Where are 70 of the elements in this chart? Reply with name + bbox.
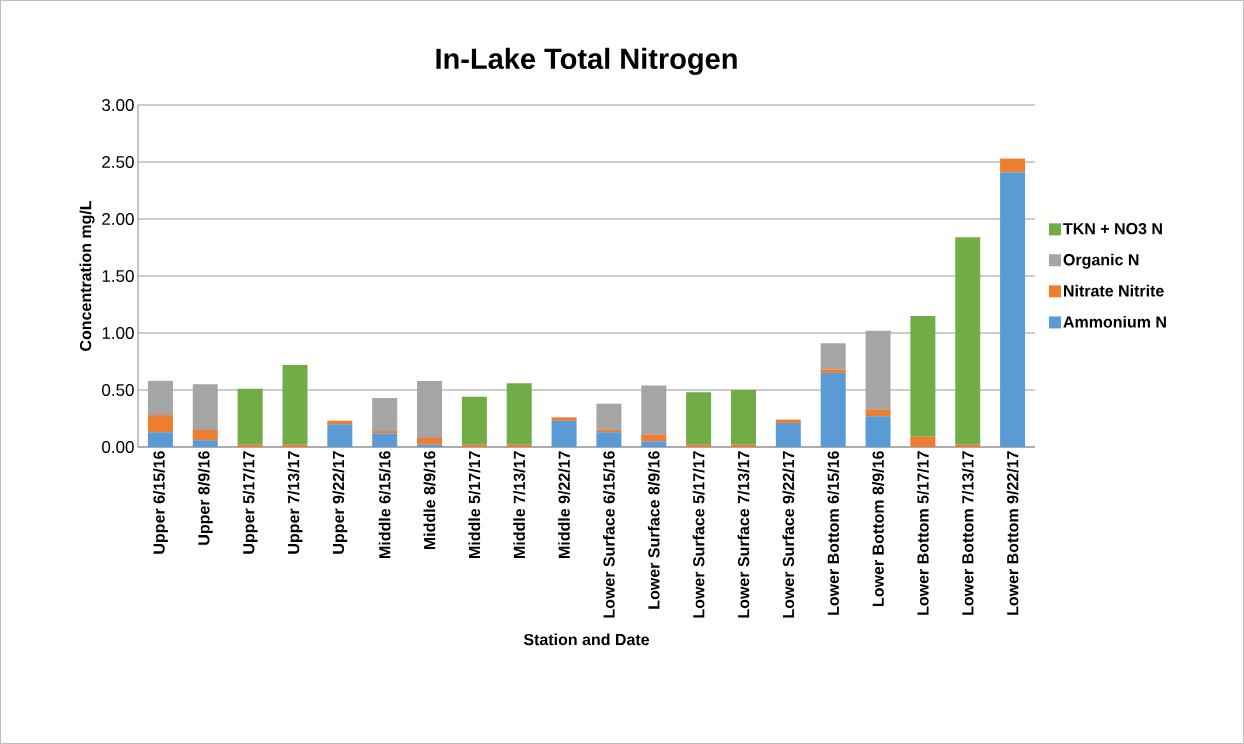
y-tick-label: 3.00	[102, 98, 134, 112]
bar	[910, 436, 936, 447]
x-tick-label: Lower Surface 9/22/17	[782, 451, 795, 618]
bar	[417, 380, 443, 438]
x-tick-label: Upper 7/13/17	[287, 451, 303, 554]
legend-label: TKN + NO3 N	[1063, 223, 1162, 235]
legend-label: Nitrate Nitrite	[1064, 284, 1164, 297]
bar	[820, 369, 846, 373]
x-tick-label: Lower Bottom 8/9/16	[872, 451, 884, 606]
legend-label: Organic N	[1063, 253, 1139, 269]
bar	[372, 397, 398, 432]
bar	[865, 416, 891, 447]
bar	[192, 384, 218, 430]
x-tick-label: Lower Bottom 5/17/17	[916, 451, 929, 615]
y-axis-title: Concentration mg/L	[79, 200, 95, 351]
bar	[641, 385, 667, 435]
bar	[1000, 158, 1026, 173]
x-axis-title: Station and Date	[523, 633, 650, 646]
bar	[1000, 172, 1026, 447]
x-tick-label: Lower Surface 8/9/16	[647, 451, 660, 609]
bar	[820, 372, 846, 447]
bar	[910, 315, 936, 437]
x-tick-label: Upper 6/15/16	[152, 451, 168, 554]
bar	[461, 396, 487, 445]
x-tick-label: Upper 5/17/17	[242, 451, 258, 554]
bar	[551, 420, 577, 447]
x-tick-label: Middle 8/9/16	[423, 451, 436, 550]
bar	[147, 415, 173, 433]
y-tick-label: 1.00	[102, 326, 134, 340]
chart-title: In-Lake Total Nitrogen	[436, 47, 737, 75]
bar	[865, 409, 891, 417]
x-tick-label: Middle 9/22/17	[558, 451, 571, 558]
bar	[820, 343, 846, 370]
bar	[237, 388, 263, 445]
y-tick-label: 0.00	[102, 440, 134, 454]
bar	[775, 423, 801, 447]
bar	[596, 432, 622, 447]
bar	[147, 380, 173, 416]
x-tick-label: Lower Surface 7/13/17	[737, 451, 750, 618]
bar	[417, 437, 443, 445]
legend-label: Ammonium N	[1063, 315, 1166, 328]
bar	[955, 237, 981, 445]
bar	[865, 330, 891, 410]
bar	[686, 392, 712, 445]
x-tick-label: Lower Bottom 6/15/16	[827, 451, 840, 615]
bar	[641, 441, 667, 447]
x-tick-label: Middle 6/15/16	[378, 451, 391, 558]
x-tick-label: Upper 8/9/16	[197, 451, 213, 545]
x-tick-label: Lower Surface 5/17/17	[692, 451, 705, 618]
bar	[327, 424, 353, 447]
y-tick-label: 1.50	[102, 269, 134, 283]
bar	[372, 433, 398, 447]
bar	[596, 403, 622, 430]
bar	[192, 440, 218, 447]
bar	[282, 364, 308, 445]
bar	[730, 390, 756, 445]
y-tick-label: 2.50	[102, 155, 134, 169]
x-tick-label: Middle 5/17/17	[468, 451, 481, 558]
bar	[641, 434, 667, 442]
bar	[506, 383, 532, 445]
y-tick-label: 2.00	[102, 212, 134, 226]
y-tick-label: 0.50	[102, 383, 134, 397]
x-tick-label: Middle 7/13/17	[513, 451, 526, 558]
x-tick-label: Lower Surface 6/15/16	[602, 451, 615, 618]
x-tick-label: Upper 9/22/17	[332, 451, 348, 554]
x-tick-label: Lower Bottom 7/13/17	[961, 451, 974, 615]
bar	[147, 432, 173, 447]
x-tick-label: Lower Bottom 9/22/17	[1006, 451, 1019, 615]
bar	[192, 429, 218, 441]
bar	[551, 417, 577, 421]
